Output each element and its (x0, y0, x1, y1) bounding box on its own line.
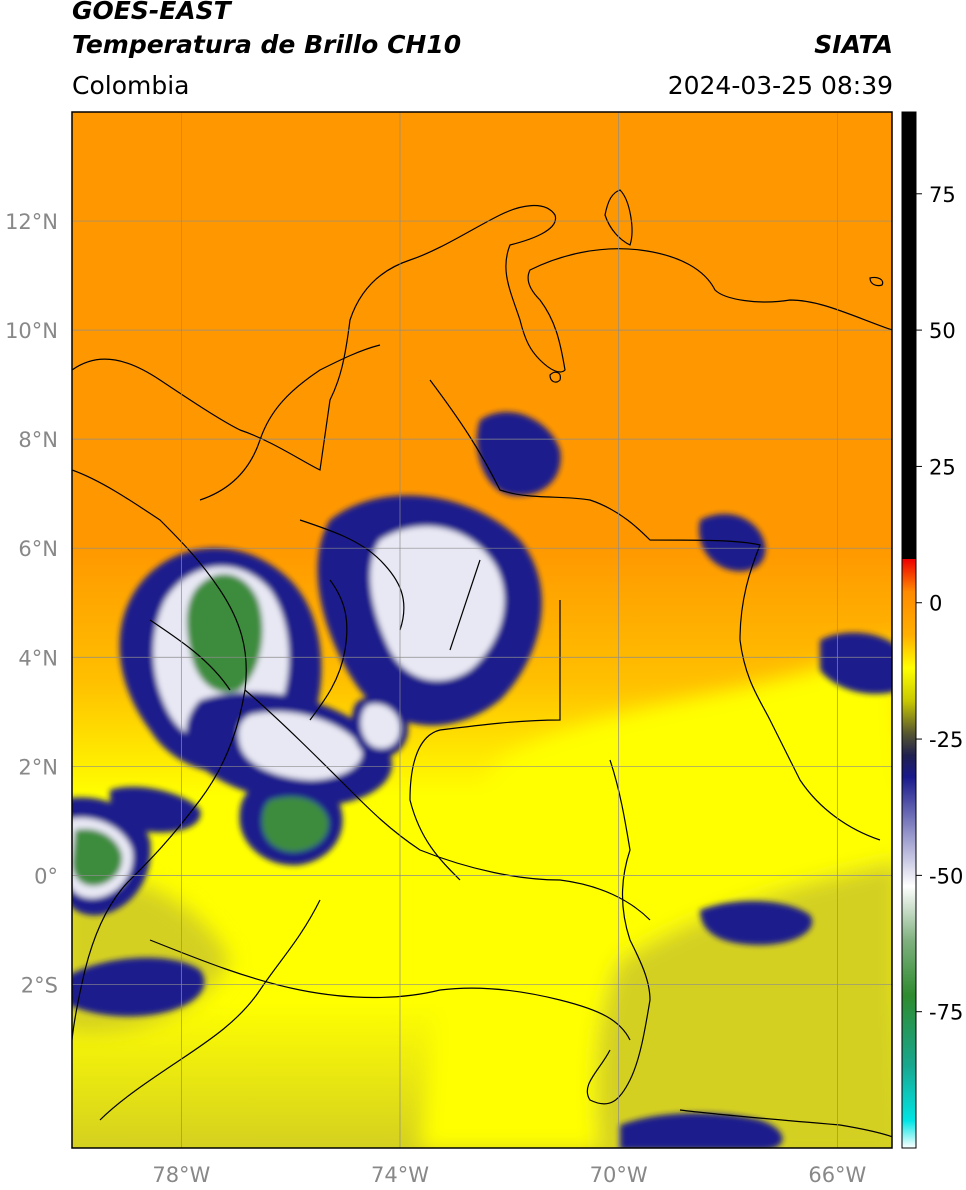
satellite-title: GOES-EAST (72, 0, 231, 25)
lat-tick-label: 4°N (18, 646, 58, 670)
colorbar-ticks: 75 50 25 0 -25 -50 -75 (916, 183, 963, 1025)
brightness-field (72, 112, 892, 1148)
colorbar-tick-label: -25 (929, 728, 963, 752)
region-label: Colombia (72, 71, 190, 100)
lon-tick-labels: 78°W 74°W 70°W 66°W (152, 1163, 866, 1187)
map-frame (71, 111, 893, 1149)
colorbar-tick-label: 0 (929, 592, 942, 616)
colorbar-tick-label: 75 (929, 183, 956, 207)
timestamp-label: 2024-03-25 08:39 (667, 71, 893, 100)
lat-tick-label: 12°N (5, 210, 58, 234)
lat-tick-label: 2°N (18, 755, 58, 779)
colorbar: 75 50 25 0 -25 -50 -75 (901, 111, 963, 1149)
lat-tick-label: 10°N (5, 319, 58, 343)
lat-tick-label: 8°N (18, 428, 58, 452)
lon-tick-label: 74°W (371, 1163, 429, 1187)
lat-tick-label: 6°N (18, 537, 58, 561)
cold-cloud-tops (72, 411, 892, 1148)
graticule (72, 112, 892, 1148)
lat-tick-labels: 12°N 10°N 8°N 6°N 4°N 2°N 0° 2°S (5, 210, 58, 997)
agency-label: SIATA (814, 30, 893, 59)
colorbar-ramp (901, 111, 917, 1149)
lon-tick-label: 78°W (152, 1163, 210, 1187)
coastlines-borders (72, 189, 892, 1138)
lon-tick-label: 70°W (590, 1163, 648, 1187)
colorbar-tick-label: -75 (929, 1001, 963, 1025)
lat-tick-label: 2°S (21, 973, 58, 997)
lon-tick-label: 66°W (808, 1163, 866, 1187)
colorbar-tick-label: 25 (929, 455, 956, 479)
lat-tick-label: 0° (34, 864, 58, 888)
colorbar-tick-label: -50 (929, 864, 963, 888)
product-title: Temperatura de Brillo CH10 (72, 30, 462, 59)
colorbar-tick-label: 50 (929, 319, 956, 343)
